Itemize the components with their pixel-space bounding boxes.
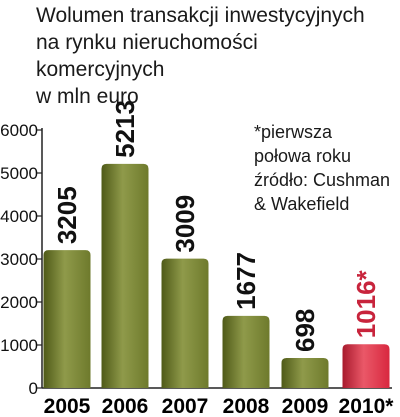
x-tick-label: 2005: [44, 395, 91, 417]
value-labels: 3205 5213 3009 1677 698 1016*: [52, 100, 381, 352]
bar-2009: [281, 357, 329, 388]
note-line-1: *pierwsza: [254, 122, 333, 142]
y-tick-label: 0: [29, 379, 38, 398]
x-tick-label: 2010*: [339, 395, 395, 417]
chart-note: *pierwsza połowa roku źródło: Cushman & …: [254, 122, 390, 214]
y-tick-label: 3000: [0, 250, 38, 269]
bars: [43, 163, 390, 388]
note-line-4: & Wakefield: [254, 194, 349, 214]
title-line-1: Wolumen transakcji inwestycyjnych: [36, 4, 365, 27]
note-line-2: połowa roku: [254, 146, 351, 166]
x-tick-label: 2006: [102, 395, 149, 417]
bar-2006: [101, 163, 149, 388]
y-tick-label: 4000: [0, 207, 38, 226]
value-label-2007: 3009: [170, 195, 200, 253]
value-label-2009: 698: [290, 309, 320, 352]
y-tick-label: 5000: [0, 164, 38, 183]
bar-2005: [43, 250, 91, 388]
x-axis: 2005 2006 2007 2008 2009 2010*: [44, 395, 395, 417]
y-tick-label: 6000: [0, 121, 38, 140]
bar-2010*: [342, 344, 390, 388]
title-line-3: komercyjnych: [36, 58, 164, 81]
chart-title: Wolumen transakcji inwestycyjnych na ryn…: [35, 4, 365, 108]
bar-2008: [222, 315, 270, 388]
y-axis: 0 1000 2000 3000 4000 5000 6000: [0, 121, 392, 398]
value-label-2006: 5213: [110, 100, 140, 158]
value-label-2010*: 1016*: [351, 269, 381, 338]
x-tick-label: 2009: [282, 395, 329, 417]
y-tick-label: 1000: [0, 336, 38, 355]
value-label-2005: 3205: [52, 186, 82, 244]
bar-2007: [161, 258, 209, 388]
title-line-2: na rynku nieruchomości: [36, 31, 258, 54]
note-line-3: źródło: Cushman: [254, 170, 390, 190]
x-tick-label: 2007: [162, 395, 209, 417]
title-line-4: w mln euro: [35, 85, 139, 108]
value-label-2008: 1677: [231, 252, 261, 310]
x-tick-label: 2008: [223, 395, 270, 417]
y-tick-label: 2000: [0, 293, 38, 312]
